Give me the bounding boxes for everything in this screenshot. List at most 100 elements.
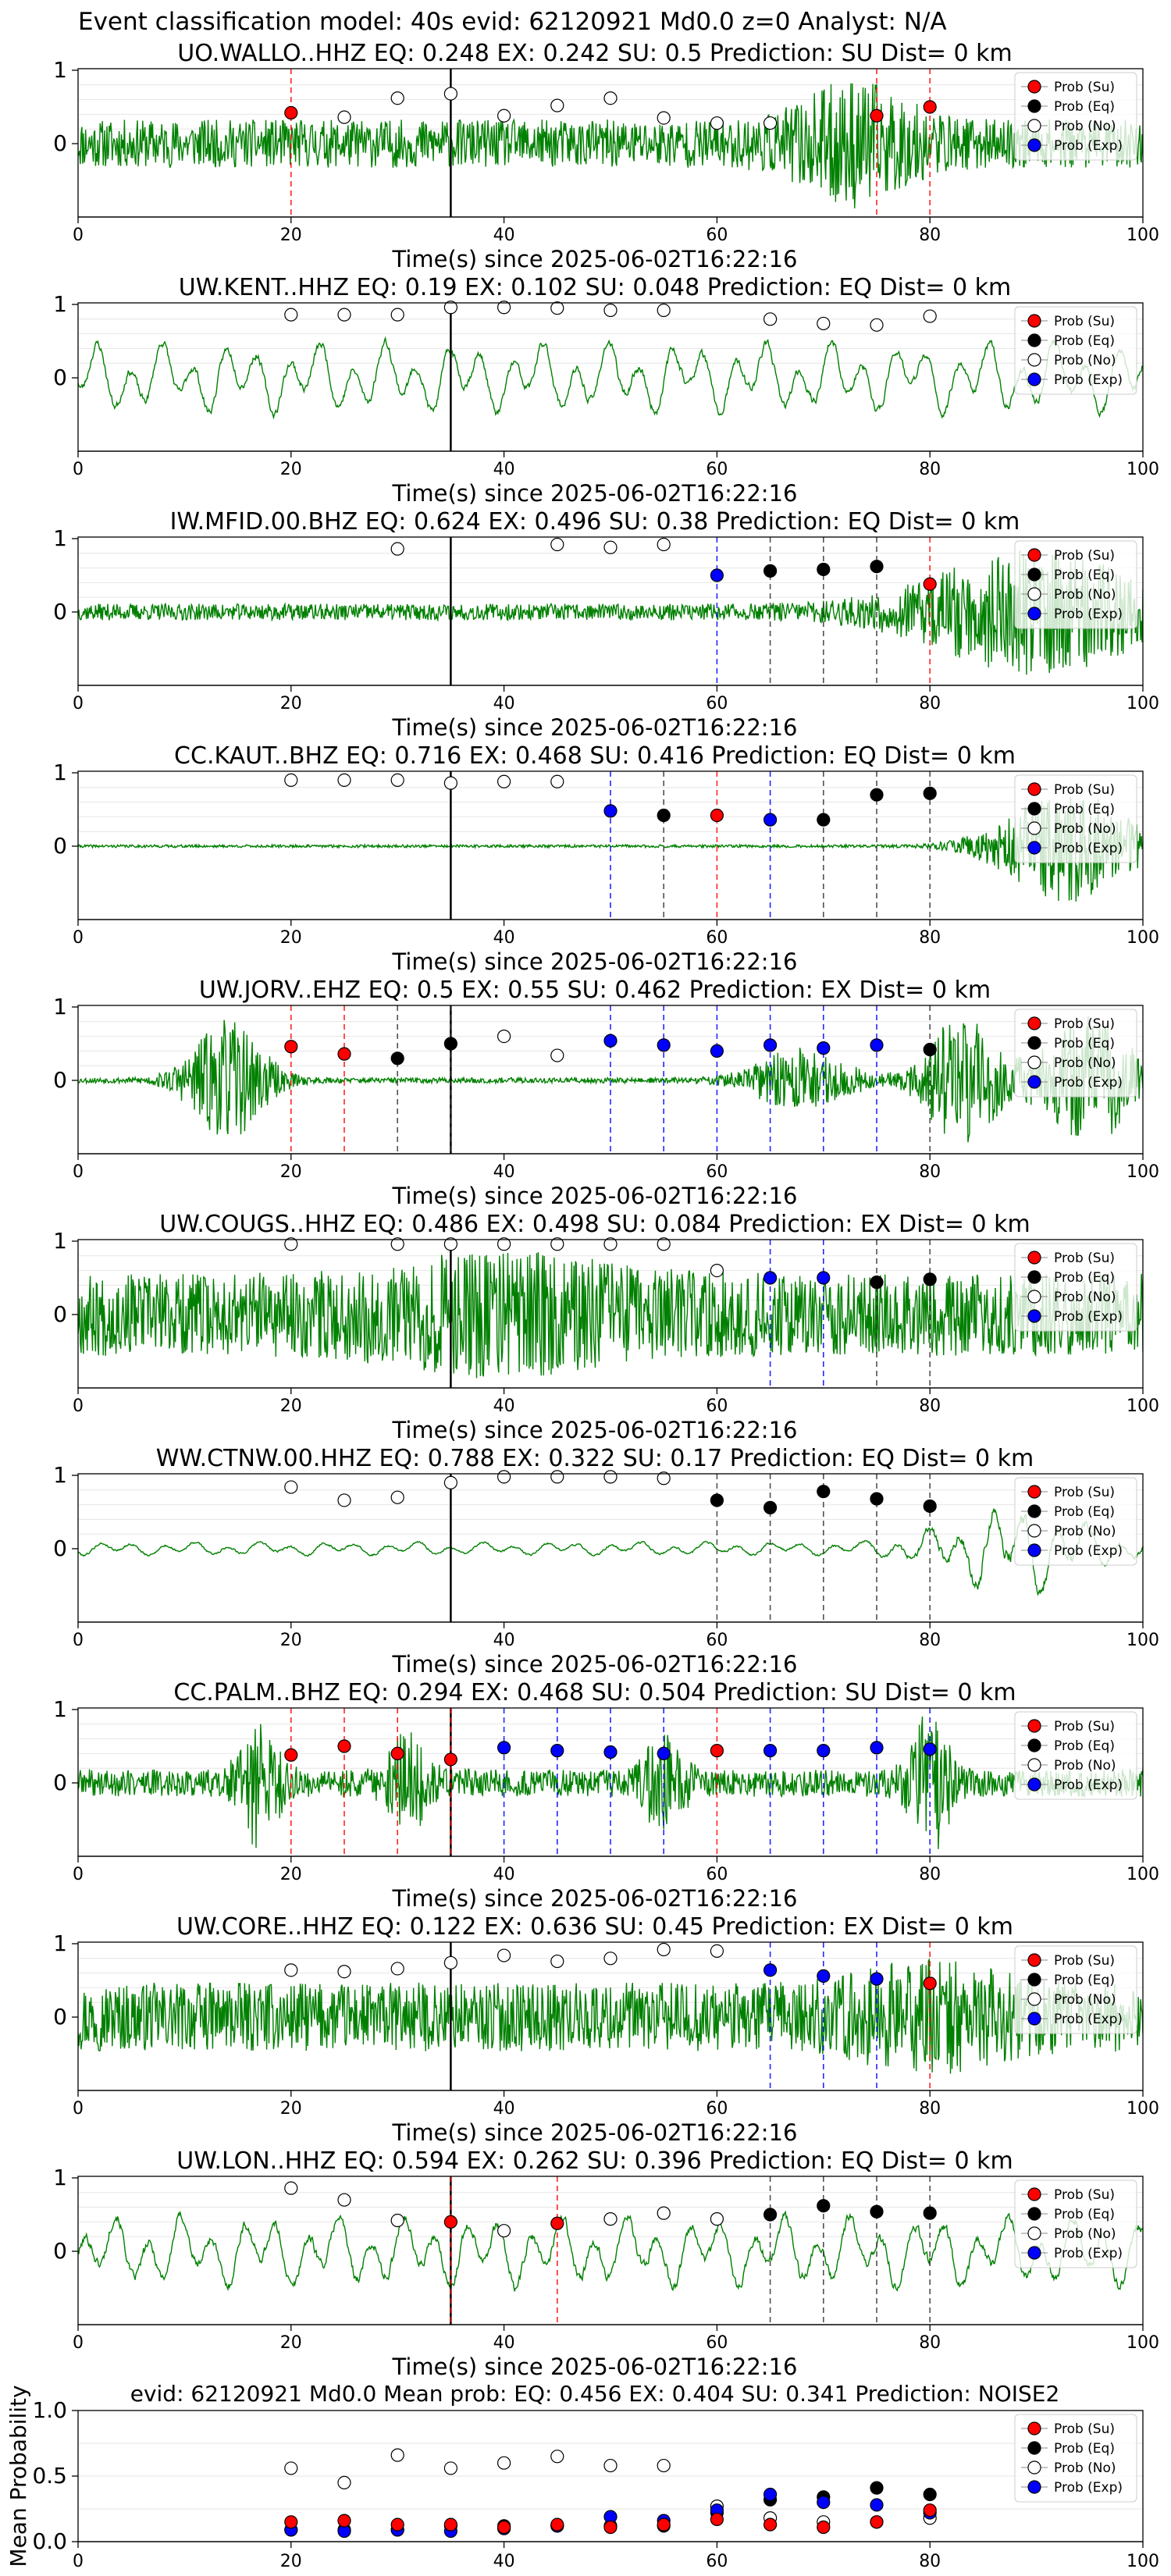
mean-y-axis-label: Mean Probability [5, 2385, 31, 2567]
prob-marker-no [603, 1237, 618, 1251]
prob-marker-eq [710, 1493, 724, 1507]
legend-marker-su [1027, 2187, 1041, 2201]
legend-marker-eq [1027, 802, 1041, 816]
prob-marker-no [817, 316, 831, 331]
y-tick-label: 1 [53, 1930, 67, 1956]
legend-marker-exp [1027, 607, 1041, 621]
prob-marker-exp [603, 1034, 618, 1048]
x-tick-label: 80 [919, 1397, 941, 1416]
prob-marker-exp [710, 568, 724, 582]
prob-marker-exp [817, 1041, 831, 1055]
legend-marker-su [1027, 314, 1041, 328]
y-tick-label: 0 [53, 599, 67, 624]
legend-label: Prob (Eq) [1054, 2207, 1115, 2222]
x-tick-label: 40 [493, 2552, 515, 2571]
legend-marker-exp [1027, 1777, 1041, 1791]
legend-marker-su [1027, 1719, 1041, 1733]
prob-marker-su [284, 1748, 298, 1762]
prob-marker-no [390, 542, 404, 556]
mean-marker-su [603, 2520, 618, 2535]
panel-title: UW.JORV..EHZ EQ: 0.5 EX: 0.55 SU: 0.462 … [199, 977, 991, 1004]
prob-marker-exp [870, 1741, 884, 1755]
prob-marker-no [497, 1029, 511, 1044]
prob-marker-no [443, 776, 458, 790]
legend-marker-exp [1027, 1075, 1041, 1089]
x-tick-label: 40 [493, 928, 515, 948]
y-tick-label: 1 [53, 57, 67, 83]
x-tick-label: 0 [73, 1631, 84, 1650]
legend-label: Prob (No) [1054, 1758, 1116, 1774]
prob-marker-no [390, 1962, 404, 1976]
mean-marker-exp [763, 2487, 778, 2502]
x-tick-label: 100 [1127, 2099, 1159, 2119]
legend-label: Prob (No) [1054, 1524, 1116, 1539]
legend-label: Prob (Eq) [1054, 568, 1115, 583]
prob-marker-su [443, 2215, 458, 2229]
prob-marker-no [603, 303, 618, 318]
prob-marker-su [337, 1047, 351, 1061]
prob-marker-no [284, 1963, 298, 1977]
prob-marker-no [443, 1955, 458, 1970]
y-tick-label: 1 [53, 1462, 67, 1488]
x-axis-label: Time(s) since 2025-06-02T16:22:16 [392, 1651, 798, 1678]
legend-marker-exp [1027, 1543, 1041, 1557]
prob-marker-no [284, 1237, 298, 1251]
panel-title: CC.PALM..BHZ EQ: 0.294 EX: 0.468 SU: 0.5… [173, 1679, 1016, 1706]
legend-marker-exp [1027, 2012, 1041, 2026]
prob-marker-eq [923, 1272, 937, 1286]
prob-marker-eq [923, 786, 937, 800]
x-tick-label: 40 [493, 1397, 515, 1416]
legend-marker-no [1027, 1290, 1041, 1304]
legend-marker-su [1027, 1016, 1041, 1030]
waveform-trace [78, 2210, 1143, 2292]
waveform-trace [78, 1508, 1143, 1596]
x-tick-label: 40 [493, 460, 515, 479]
y-tick-label: 1 [53, 760, 67, 785]
legend-label: Prob (Su) [1054, 2421, 1115, 2437]
waveform-trace [78, 336, 1143, 420]
legend-marker-exp [1027, 2480, 1041, 2494]
legend-marker-eq [1027, 1036, 1041, 1050]
y-tick-label: 0 [53, 365, 67, 390]
legend-marker-no [1027, 1992, 1041, 2006]
prob-marker-eq [817, 1485, 831, 1499]
y-tick-label: 0 [53, 1067, 67, 1093]
x-tick-label: 80 [919, 1631, 941, 1650]
mean-marker-no [497, 2456, 511, 2470]
y-tick-label: 1 [53, 291, 67, 317]
x-tick-label: 0 [73, 1865, 84, 1884]
mean-marker-eq [923, 2487, 937, 2502]
legend-label: Prob (Eq) [1054, 2441, 1115, 2457]
mean-marker-su [923, 2503, 937, 2517]
legend-label: Prob (Exp) [1054, 1309, 1123, 1325]
prob-marker-no [443, 1237, 458, 1251]
prob-marker-exp [870, 1972, 884, 1986]
prob-marker-no [603, 1470, 618, 1484]
prob-marker-no [657, 1237, 671, 1251]
legend-marker-su [1027, 782, 1041, 796]
y-tick-label: 0 [53, 2004, 67, 2030]
legend-marker-eq [1027, 2207, 1041, 2221]
prob-marker-no [763, 312, 778, 326]
x-tick-label: 0 [73, 226, 84, 245]
panel-title: UW.COUGS..HHZ EQ: 0.486 EX: 0.498 SU: 0.… [159, 1211, 1030, 1238]
prob-marker-eq [657, 808, 671, 823]
legend-label: Prob (No) [1054, 1290, 1116, 1305]
prob-marker-no [284, 308, 298, 322]
prob-marker-su [923, 1976, 937, 1991]
prob-marker-no [390, 773, 404, 788]
prob-marker-su [284, 1040, 298, 1054]
legend-marker-no [1027, 2460, 1041, 2475]
mean-marker-su [390, 2517, 404, 2532]
legend-marker-eq [1027, 1270, 1041, 1284]
legend-label: Prob (Exp) [1054, 372, 1123, 388]
prob-marker-exp [657, 1038, 671, 1052]
prob-marker-exp [763, 1038, 778, 1052]
prob-marker-eq [870, 788, 884, 802]
x-tick-label: 80 [919, 226, 941, 245]
legend-label: Prob (Su) [1054, 80, 1115, 95]
prob-marker-no [443, 301, 458, 315]
legend-marker-su [1027, 1953, 1041, 1967]
x-axis-label: Time(s) since 2025-06-02T16:22:16 [392, 1885, 798, 1912]
